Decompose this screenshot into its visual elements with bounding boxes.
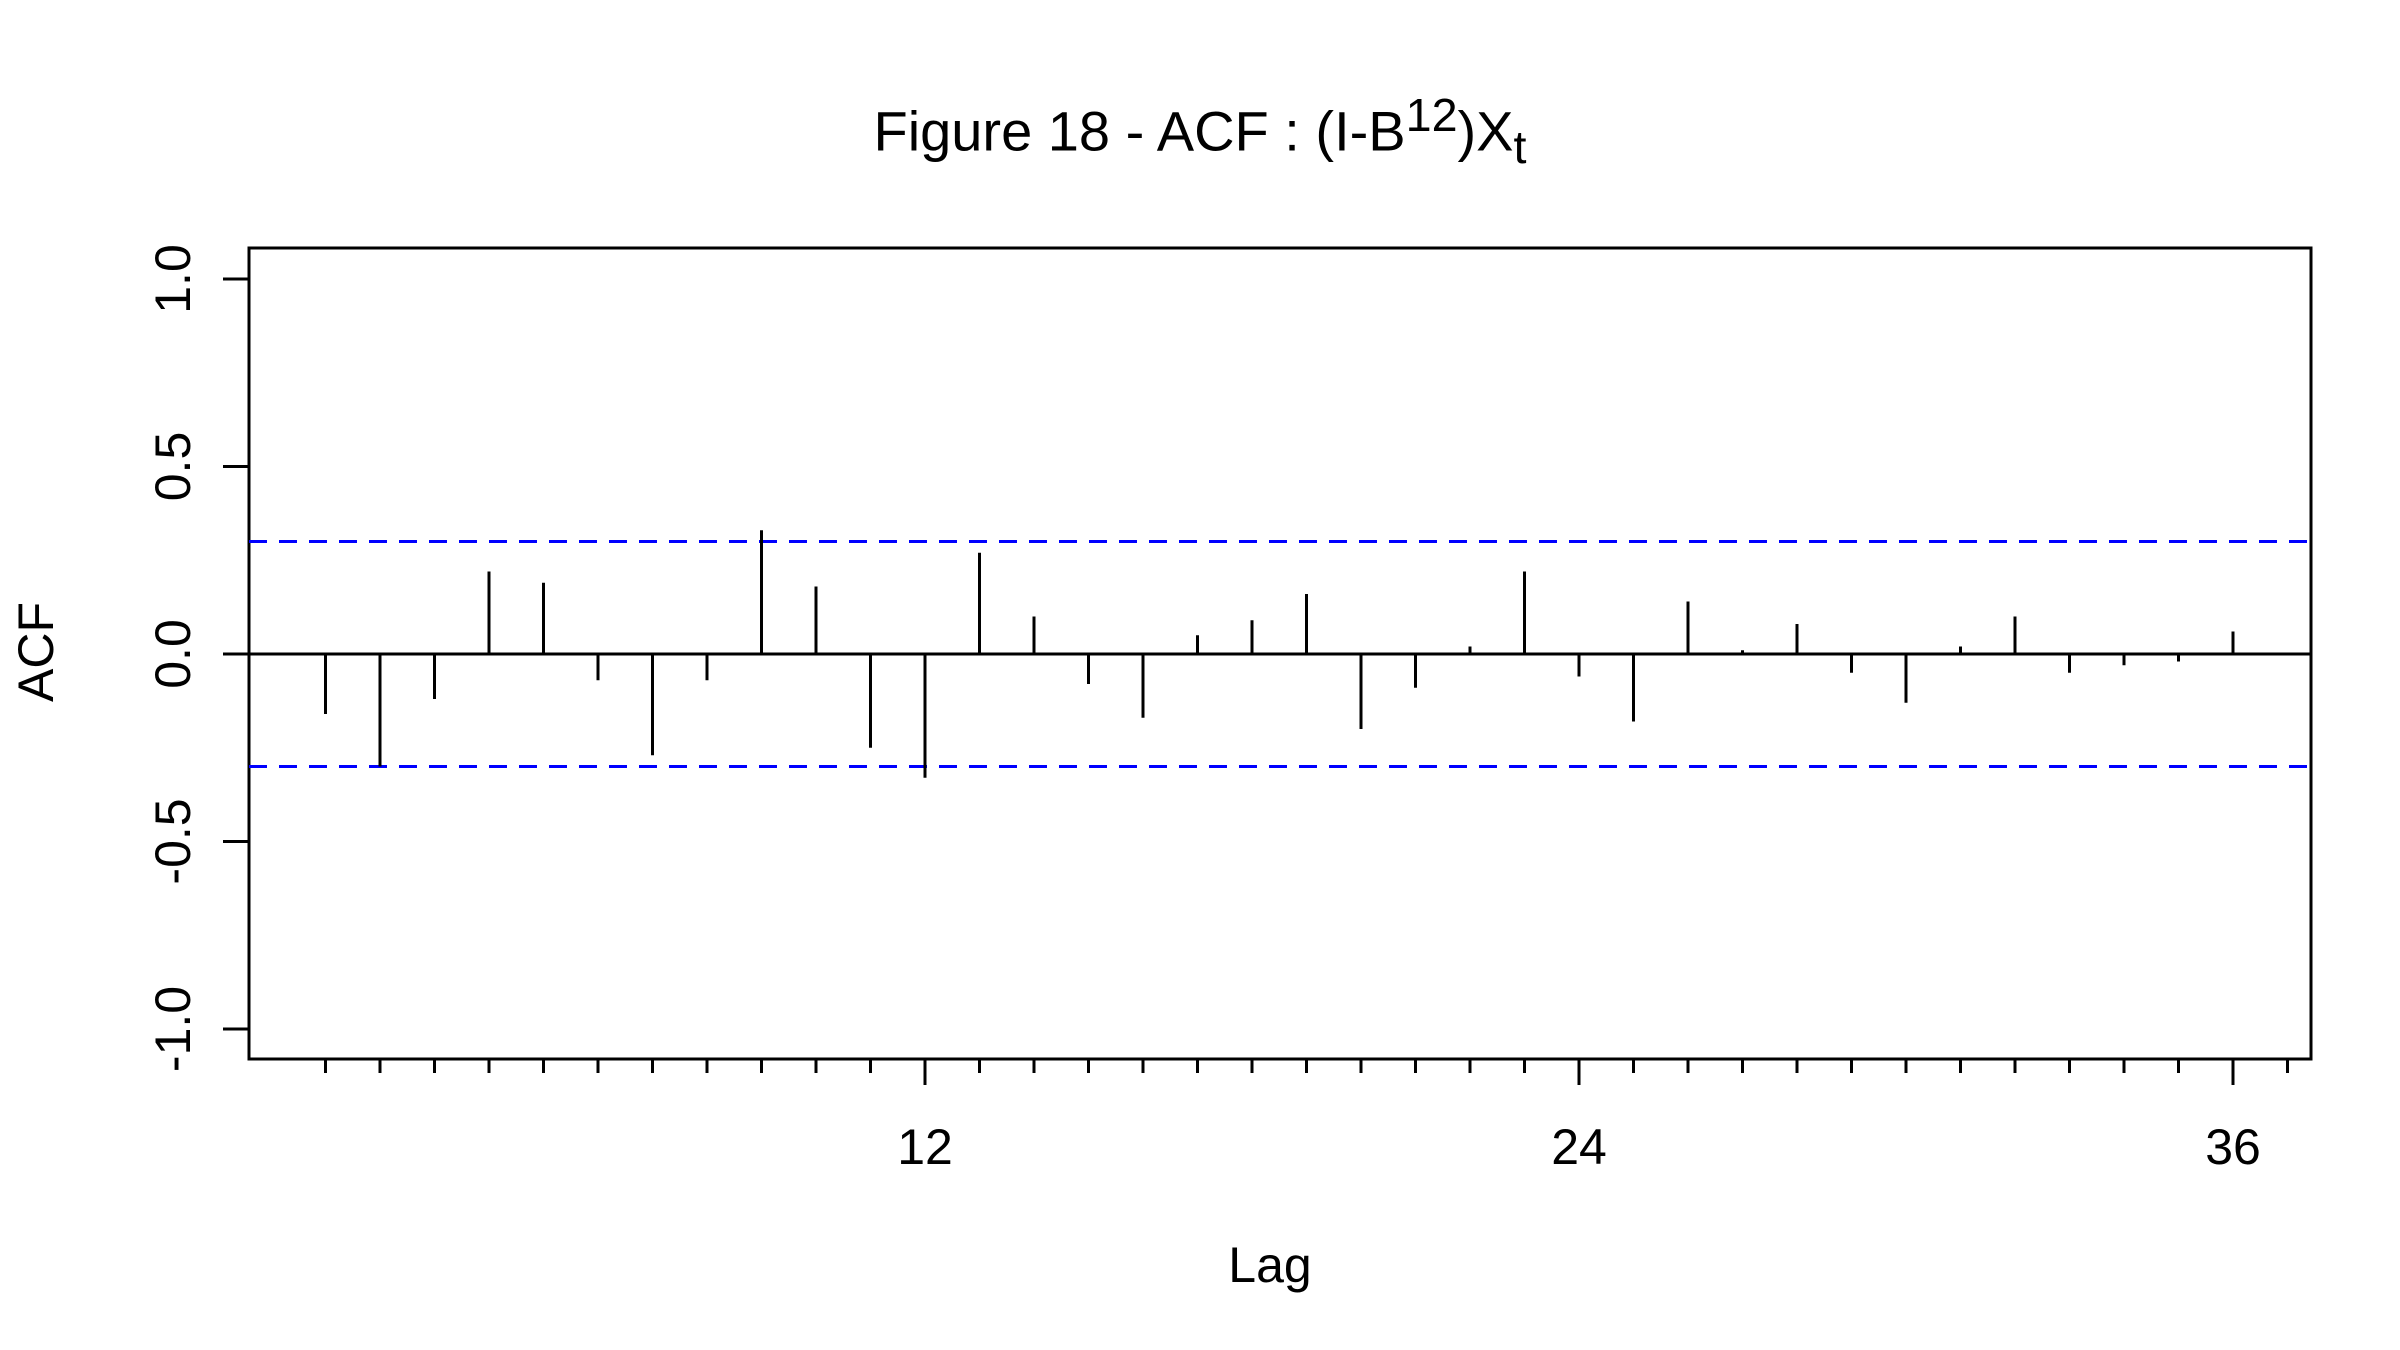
- y-tick-label: 1.0: [145, 244, 201, 314]
- chart-title-subscript: t: [1513, 120, 1527, 173]
- y-tick-label: -1.0: [145, 986, 201, 1072]
- y-tick-label: 0.0: [145, 619, 201, 689]
- chart-title-after: )X: [1457, 99, 1514, 163]
- y-axis-label: ACF: [8, 602, 64, 702]
- chart-title-superscript: 12: [1405, 89, 1458, 141]
- x-tick-label: 24: [1551, 1119, 1607, 1175]
- y-tick-label: 0.5: [145, 432, 201, 502]
- chart-title: Figure 18 - ACF : (I-B12)Xt: [0, 92, 2400, 171]
- x-tick-label: 36: [2205, 1119, 2261, 1175]
- y-tick-label: -0.5: [145, 798, 201, 884]
- chart-title-main: Figure 18 - ACF : (I-B: [873, 99, 1406, 163]
- x-axis-label: Lag: [1228, 1237, 1312, 1293]
- x-tick-label: 12: [897, 1119, 953, 1175]
